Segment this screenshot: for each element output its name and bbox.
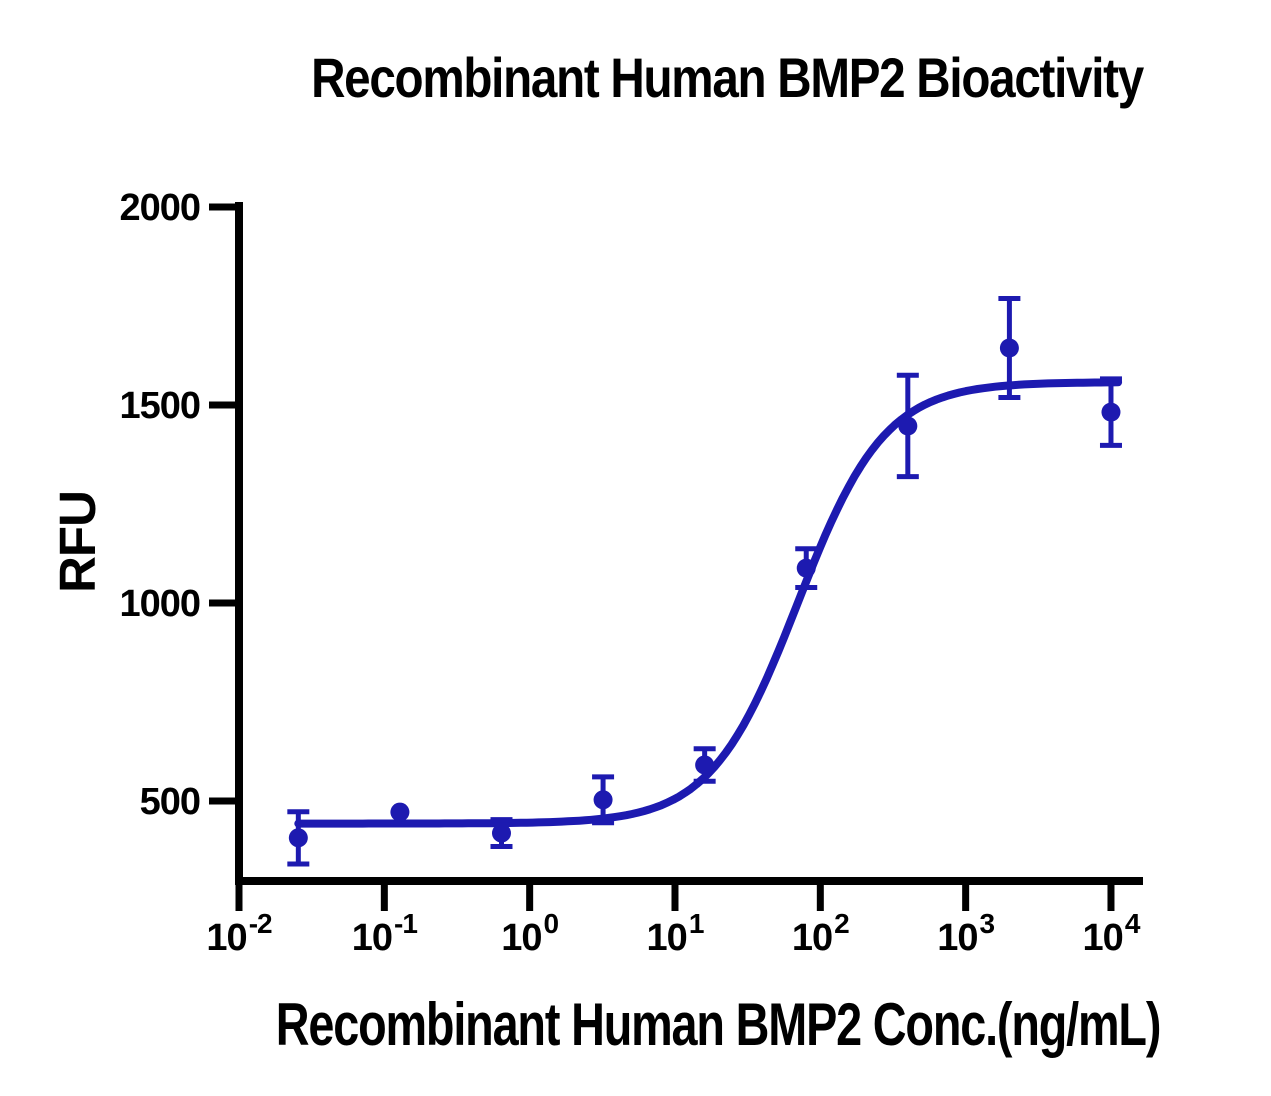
x-tick <box>816 885 824 911</box>
x-tick-label: 100 <box>501 908 558 959</box>
data-point-marker <box>695 755 715 775</box>
chart-title: Recombinant Human BMP2 Bioactivity <box>311 47 1144 109</box>
plot-area: 500 1000 1500 2000 10-2 10-1 100 101 102 103 104 <box>119 187 1143 959</box>
data-point-marker <box>1101 402 1121 422</box>
y-tick <box>209 401 235 409</box>
chart-title-group: Recombinant Human BMP2 Bioactivity <box>311 47 1145 109</box>
data-point-marker <box>390 802 410 822</box>
data-point-marker <box>796 558 816 578</box>
y-tick <box>209 599 235 607</box>
x-tick-label: 10-1 <box>352 908 418 959</box>
x-tick-label: 101 <box>647 908 704 959</box>
x-tick-label: 104 <box>1083 908 1141 959</box>
y-tick-label: 1500 <box>119 385 200 427</box>
y-axis-title-group: RFU <box>49 491 106 593</box>
y-tick-label: 500 <box>140 781 200 823</box>
data-point-marker <box>898 416 918 436</box>
x-tick <box>671 885 679 911</box>
data-point-marker <box>593 790 613 810</box>
y-tick <box>209 203 235 211</box>
data-point-marker <box>999 338 1019 358</box>
x-tick <box>1107 885 1115 911</box>
y-axis-spine <box>235 202 243 885</box>
x-axis-title: Recombinant Human BMP2 Conc.(ng/mL) <box>276 991 1161 1058</box>
x-tick <box>962 885 970 911</box>
x-tick <box>235 885 243 911</box>
x-axis-title-group: Recombinant Human BMP2 Conc.(ng/mL) <box>276 991 1162 1058</box>
data-point-marker <box>288 828 308 848</box>
data-point-marker <box>491 823 511 843</box>
x-tick-label: 102 <box>792 908 849 959</box>
x-tick <box>380 885 388 911</box>
y-tick-label: 1000 <box>119 583 200 625</box>
x-axis-spine <box>235 877 1143 885</box>
y-axis-title: RFU <box>49 491 106 593</box>
x-tick <box>526 885 534 911</box>
x-tick-label: 103 <box>937 908 994 959</box>
x-tick-label: 10-2 <box>206 908 272 959</box>
y-tick <box>209 797 235 805</box>
y-tick-label: 2000 <box>119 187 200 229</box>
